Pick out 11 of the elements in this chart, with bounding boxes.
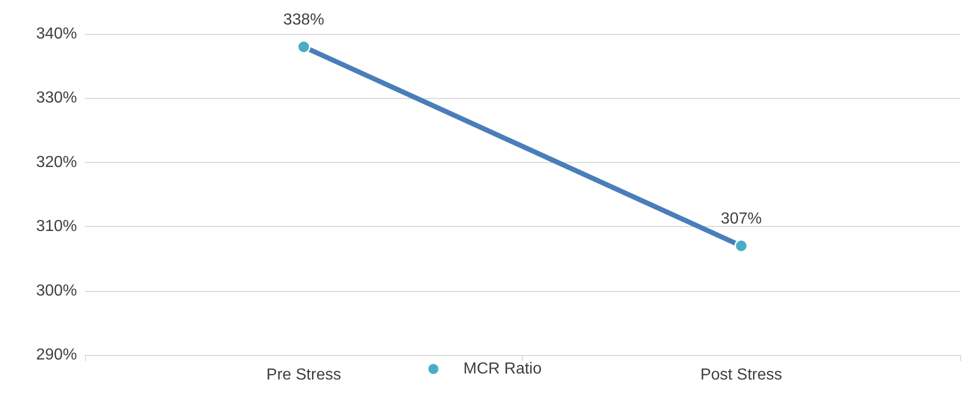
y-tick-label: 340%: [36, 26, 77, 42]
legend-label: MCR Ratio: [463, 360, 542, 378]
data-label: 338%: [283, 12, 324, 29]
x-tick-label: Pre Stress: [266, 366, 342, 384]
y-tick-label: 290%: [36, 346, 77, 364]
data-label: 307%: [720, 210, 762, 228]
y-tick-label: 300%: [36, 282, 77, 300]
y-tick-label: 320%: [36, 154, 77, 171]
x-tick-label: Post Stress: [700, 366, 782, 384]
y-tick-label: 330%: [36, 90, 77, 107]
y-tick-label: 310%: [36, 218, 77, 236]
